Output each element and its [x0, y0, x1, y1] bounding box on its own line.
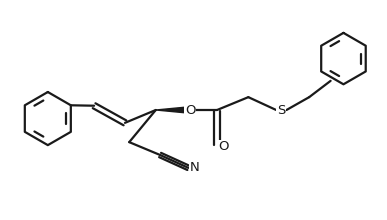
Text: O: O: [218, 140, 228, 153]
Polygon shape: [156, 107, 185, 113]
Text: S: S: [277, 103, 286, 117]
Text: O: O: [185, 103, 195, 117]
Text: N: N: [190, 161, 199, 174]
